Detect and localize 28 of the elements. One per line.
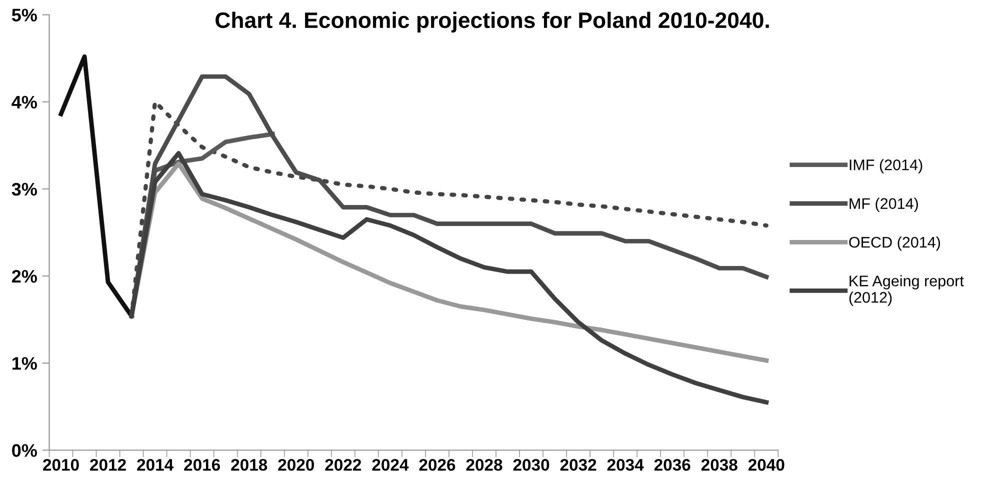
y-tick-label: 4% (12, 96, 37, 109)
x-tick-label: 2028 (466, 458, 502, 471)
y-tick-label: 5% (12, 8, 37, 22)
x-tick-label: 2010 (43, 458, 79, 471)
x-tick-label: 2016 (184, 458, 220, 471)
chart-title: Chart 4. Economic projections for Poland 2010-2040. (216, 12, 769, 32)
legend-label: KE Ageing report (2012) (849, 275, 964, 306)
y-tick-label: 3% (12, 182, 37, 196)
legend-label: OECD (2014) (849, 236, 940, 251)
x-tick-label: 2030 (513, 458, 550, 471)
y-tick-label: 0% (12, 444, 37, 457)
x-tick-label: 2040 (748, 458, 784, 471)
x-tick-label: 2036 (654, 458, 690, 471)
x-tick-label: 2026 (419, 458, 456, 471)
legend-label: MF (2014) (850, 198, 918, 212)
x-tick-label: 2022 (325, 458, 362, 471)
x-tick-label: 2038 (701, 458, 738, 471)
x-tick-label: 2032 (560, 458, 596, 471)
x-tick-label: 2034 (607, 458, 644, 471)
y-tick-label: 1% (12, 357, 37, 370)
x-tick-label: 2014 (137, 458, 174, 471)
legend-label: IMF (2014) (850, 159, 922, 174)
x-tick-label: 2018 (231, 458, 268, 471)
x-tick-label: 2012 (90, 458, 126, 471)
x-tick-label: 2020 (278, 458, 314, 471)
y-tick-label: 2% (12, 270, 37, 283)
x-tick-label: 2024 (372, 458, 409, 471)
line-series (58, 54, 134, 318)
